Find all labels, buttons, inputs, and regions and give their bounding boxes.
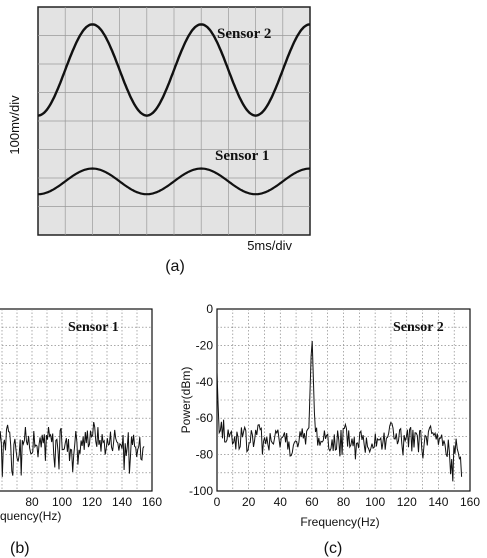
x-tick-label: 100 (52, 495, 72, 509)
x-tick-label: 100 (365, 495, 385, 509)
scope-trace-sensor-2 (37, 23, 311, 117)
annotation-sensor-1: Sensor 1 (68, 320, 119, 335)
x-tick-label: 160 (460, 495, 480, 509)
y-tick-label: -40 (196, 375, 214, 389)
x-tick-label: 80 (25, 495, 39, 509)
y-ticks-c: 0 -20 -40 -60 -80 -100 (189, 302, 213, 498)
x-tick-label: 80 (337, 495, 351, 509)
panel-label-c: (c) (324, 540, 343, 557)
panel-b: 80 100 120 140 160 Sensor 1 quency(Hz) (b) (0, 308, 162, 557)
y-tick-label: -100 (189, 484, 213, 498)
panel-a: Sensor 2 Sensor 1 100mv/div 5ms/div (a) (7, 6, 311, 275)
x-tick-label: 60 (305, 495, 319, 509)
x-tick-label: 140 (428, 495, 448, 509)
x-ticks-b: 80 100 120 140 160 (25, 495, 162, 509)
scope-grid (38, 7, 310, 235)
x-tick-label: 120 (397, 495, 417, 509)
scope-label-sensor-2: Sensor 2 (217, 26, 271, 42)
y-tick-label: 0 (206, 302, 213, 316)
x-tick-label: 40 (274, 495, 288, 509)
panel-c: 0 20 40 60 80 100 120 140 160 0-20-40-60-80-100 … (179, 302, 480, 557)
spectrum-trace-sensor-1 (0, 421, 145, 477)
x-tick-label: 140 (112, 495, 132, 509)
panel-label-a: (a) (165, 258, 185, 275)
x-axis-label-c: Frequency(Hz) (300, 515, 379, 529)
y-axis-label-c: Power(dBm) (179, 367, 193, 434)
x-tick-label: 120 (82, 495, 102, 509)
scope-x-scale: 5ms/div (247, 238, 292, 253)
x-tick-label: 20 (242, 495, 256, 509)
scope-trace-sensor-1 (38, 167, 311, 196)
y-tick-label: -60 (196, 411, 214, 425)
x-ticks-c: 0 20 40 60 80 100 120 140 160 (214, 495, 481, 509)
annotation-sensor-2: Sensor 2 (393, 320, 444, 335)
spectrum-trace-sensor-2 (216, 340, 463, 482)
grid-b (0, 309, 152, 491)
y-tick-label: -80 (196, 448, 214, 462)
x-tick-label: 160 (142, 495, 162, 509)
x-tick-label: 0 (214, 495, 221, 509)
scope-label-sensor-1: Sensor 1 (215, 148, 269, 164)
scope-y-scale: 100mv/div (7, 95, 22, 155)
x-axis-label-b: quency(Hz) (0, 509, 61, 523)
panel-label-b: (b) (10, 540, 30, 557)
y-tick-label: -20 (196, 338, 214, 352)
